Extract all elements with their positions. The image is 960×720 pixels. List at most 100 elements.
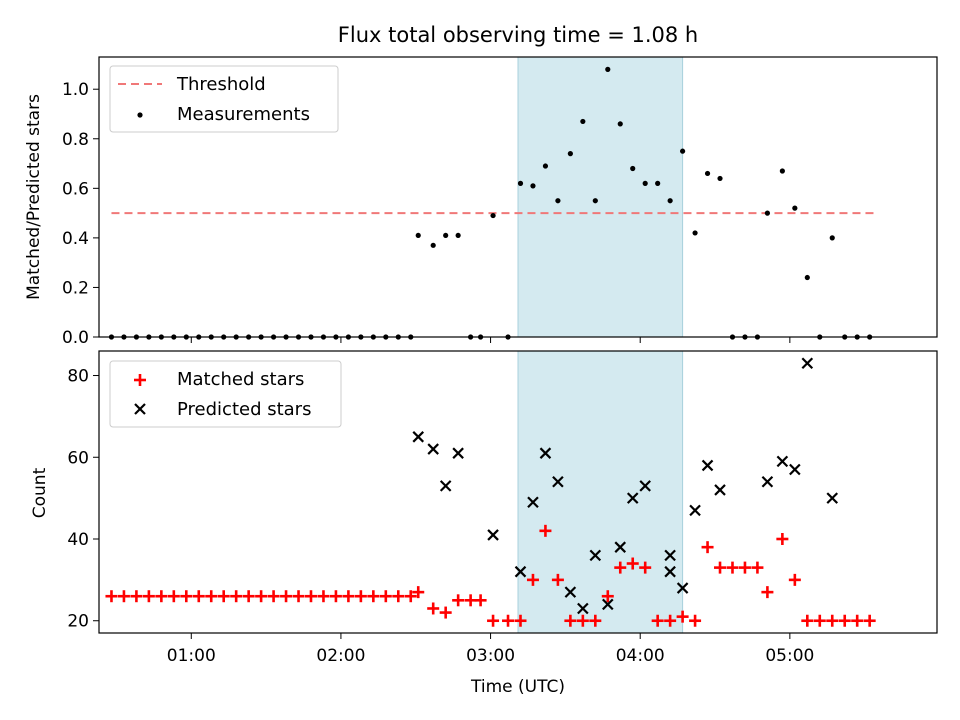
matched-star-marker: [404, 590, 417, 603]
observing-window-span: [517, 56, 684, 338]
predicted-star-marker: [527, 496, 539, 508]
matched-star-marker: [379, 590, 392, 603]
matched-star-marker: [761, 586, 774, 599]
bottom-x-ticks: 01:00 02:00 03:00 04:00 05:00: [167, 633, 814, 666]
matched-star-marker: [838, 614, 851, 627]
matched-star-marker: [317, 590, 330, 603]
measurement-point: [779, 168, 785, 174]
y-tick-label: 20: [67, 612, 89, 632]
legend-matched-swatch: [134, 374, 146, 386]
predicted-star-marker: [412, 431, 425, 443]
measurement-point: [804, 274, 810, 281]
matched-star-marker: [230, 590, 243, 603]
matched-star-marker: [651, 614, 664, 627]
matched-star-marker: [539, 524, 552, 537]
bottom-legend: Matched stars Predicted stars: [109, 360, 342, 428]
y-tick-label: 1.0: [62, 80, 89, 100]
matched-star-marker: [487, 614, 500, 627]
predicted-star-marker: [714, 484, 726, 496]
top-y-ticks: 0.0 0.2 0.4 0.6 0.8 1.0: [62, 80, 99, 348]
bottom-y-axis-label: Count: [30, 467, 50, 518]
bottom-legend-box: [109, 360, 342, 428]
x-tick-label: 02:00: [316, 646, 365, 666]
matched-star-marker: [205, 590, 218, 603]
matched-star-marker: [329, 590, 342, 603]
measurement-point: [680, 148, 686, 154]
measurement-point: [704, 170, 711, 177]
matched-star-marker: [439, 606, 452, 619]
measurement-point: [642, 180, 648, 186]
matched-star-marker: [292, 590, 305, 603]
y-tick-label: 0.4: [62, 229, 89, 249]
legend-measurements-label: Measurements: [177, 104, 310, 125]
measurement-point: [717, 175, 723, 182]
predicted-star-marker: [439, 480, 452, 492]
measurement-point: [667, 198, 673, 204]
matched-star-marker: [392, 590, 405, 603]
measurement-point: [430, 242, 436, 248]
matched-star-marker: [551, 573, 564, 586]
matched-star-marker: [626, 557, 639, 570]
measurement-point: [792, 205, 798, 211]
x-axis-label: Time (UTC): [470, 677, 565, 697]
predicted-star-marker: [452, 447, 464, 459]
matched-star-marker: [863, 614, 876, 627]
matched-star-marker: [701, 541, 714, 554]
matched-star-marker: [452, 594, 465, 607]
matched-star-marker: [526, 573, 539, 586]
matched-star-marker: [180, 590, 193, 603]
flux-ratio-panel: Flux total observing time = 1.08 h 0.00.…: [24, 23, 938, 348]
y-tick-label: 0.2: [62, 278, 89, 298]
matched-star-marker: [142, 590, 155, 603]
matched-star-marker: [564, 614, 577, 627]
matched-star-marker: [813, 614, 826, 627]
matched-star-marker: [155, 590, 168, 603]
matched-star-marker: [217, 590, 230, 603]
matched-star-marker: [367, 590, 380, 603]
measurement-point: [490, 212, 496, 219]
x-tick-label: 03:00: [466, 646, 515, 666]
bottom-axes-frame: [98, 350, 938, 634]
predicted-star-marker: [761, 476, 774, 488]
star-count-panel: 20 40 60 80 01:00 02:00 03:00 04:00 05:00 Count…: [30, 350, 938, 697]
x-tick-label: 01:00: [167, 646, 216, 666]
matched-star-marker: [130, 590, 143, 603]
matched-star-marker: [589, 614, 602, 627]
predicted-star-marker: [776, 455, 789, 468]
y-tick-label: 0.6: [62, 179, 89, 199]
predicted-star-markers: [412, 357, 839, 615]
top-axes-frame: [98, 56, 938, 338]
matched-star-marker: [342, 590, 355, 603]
measurement-point: [455, 232, 461, 239]
predicted-star-marker: [552, 476, 564, 488]
matched-star-marker: [304, 590, 317, 603]
predicted-star-marker: [539, 447, 552, 459]
matched-star-marker: [242, 590, 255, 603]
matched-star-marker: [192, 590, 205, 603]
measurement-point: [617, 121, 623, 127]
matched-star-marker: [738, 561, 751, 574]
matched-star-marker: [676, 610, 689, 623]
measurement-point: [764, 210, 771, 216]
bottom-y-ticks: 20 40 60 80: [67, 367, 99, 632]
legend-predicted-label: Predicted stars: [177, 399, 311, 420]
predicted-star-marker: [664, 565, 676, 578]
matched-star-marker: [514, 614, 527, 627]
predicted-star-marker: [614, 541, 627, 553]
predicted-star-marker: [689, 504, 701, 517]
matched-star-marker: [167, 590, 180, 603]
measurement-point: [542, 163, 549, 169]
y-tick-label: 60: [67, 448, 89, 468]
predicted-star-marker: [577, 602, 589, 615]
matched-star-marker: [689, 614, 702, 627]
matched-star-marker: [801, 614, 814, 627]
measurement-point: [655, 180, 661, 186]
matched-star-marker: [639, 561, 652, 574]
matched-star-marker: [105, 590, 118, 603]
matched-star-marker: [826, 614, 839, 627]
matched-star-marker: [117, 590, 130, 603]
measurement-point: [605, 66, 611, 72]
measurement-point: [567, 151, 573, 157]
measurement-point: [580, 118, 586, 125]
measurement-point: [592, 198, 598, 204]
